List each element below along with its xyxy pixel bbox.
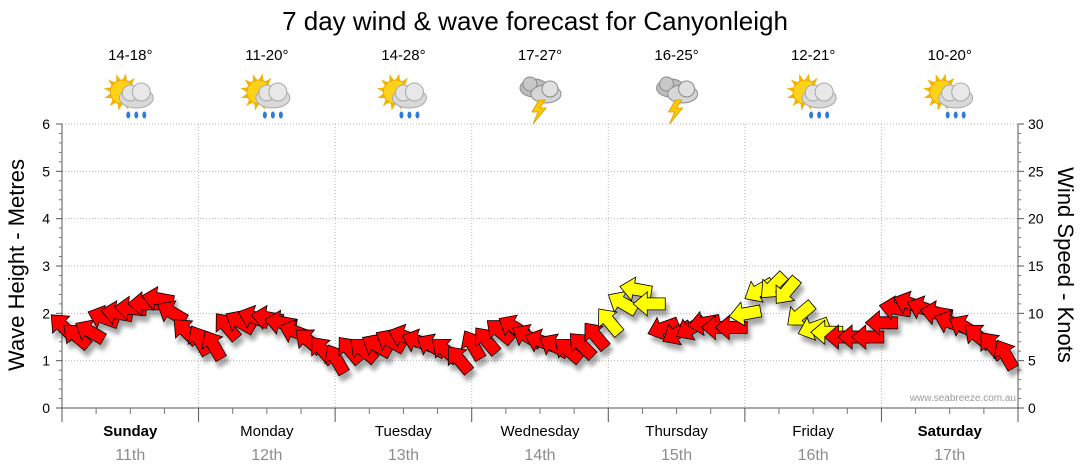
wind-arrow: [63, 324, 93, 352]
day-date-label: 16th: [798, 447, 829, 464]
day-name-label: Monday: [240, 423, 294, 440]
wind-arrow: [460, 330, 487, 363]
right-axis: 0 5 10 15 20 25 30: [1018, 116, 1044, 416]
y-axis-label-right: Wind Speed - Knots: [1053, 167, 1078, 363]
storm-cloud-icon: [519, 76, 562, 125]
left-tick-label: 3: [42, 258, 50, 274]
left-tick-label: 0: [42, 400, 50, 416]
day-date-label: 17th: [934, 447, 965, 464]
storm-cloud-icon: [656, 76, 699, 125]
sun-cloud-rain-icon: [240, 73, 291, 119]
day-date-label: 15th: [661, 447, 692, 464]
wind-arrow: [475, 327, 502, 357]
wind-arrow: [157, 300, 189, 327]
day-name-label: Saturday: [918, 423, 983, 440]
watermark: www.seabreeze.com.au: [909, 393, 1016, 404]
y-axis-label-left: Wave Height - Metres: [4, 159, 29, 371]
right-tick-label: 30: [1028, 116, 1044, 132]
left-tick-label: 6: [42, 116, 50, 132]
day-date-label: 13th: [388, 447, 419, 464]
left-axis: 0 1 2 3 4 5 6: [42, 116, 62, 416]
wind-arrow: [75, 319, 107, 346]
day-name-label: Sunday: [103, 423, 158, 440]
day-temperature: 14-18°: [108, 47, 152, 64]
day-name-label: Friday: [792, 423, 834, 440]
day-temperature: 12-21°: [791, 47, 835, 64]
day-name-label: Thursday: [645, 423, 708, 440]
wind-arrow: [584, 322, 611, 353]
day-temperature: 16-25°: [654, 47, 698, 64]
wind-arrow: [486, 320, 517, 347]
left-tick-label: 5: [42, 163, 50, 179]
wind-arrow: [647, 316, 681, 341]
wind-arrow: [569, 333, 598, 362]
right-tick-label: 15: [1028, 258, 1044, 274]
wind-arrow: [350, 339, 380, 366]
wind-arrow: [447, 346, 475, 376]
wind-arrows: [50, 270, 1020, 377]
right-tick-label: 25: [1028, 163, 1044, 179]
day-temperature: 10-20°: [928, 47, 972, 64]
day-date-label: 12th: [251, 447, 282, 464]
sun-cloud-rain-icon: [923, 73, 974, 119]
wind-arrow: [775, 274, 802, 304]
right-tick-label: 10: [1028, 305, 1044, 321]
wind-arrow: [598, 308, 625, 338]
day-name-label: Wednesday: [501, 423, 580, 440]
grid: [61, 123, 1019, 409]
day-temperature: 11-20°: [245, 47, 288, 64]
wind-arrow: [993, 339, 1020, 372]
right-tick-label: 20: [1028, 211, 1044, 227]
day-date-label: 14th: [524, 447, 555, 464]
sun-cloud-rain-icon: [103, 73, 154, 119]
wind-arrow: [787, 299, 817, 326]
day-name-label: Tuesday: [375, 423, 432, 440]
wind-arrow: [728, 301, 763, 327]
wind-arrow: [324, 344, 350, 377]
chart-title: 7 day wind & wave forecast for Canyonlei…: [282, 6, 788, 36]
x-axis: Sunday 11th Monday 12th Tuesday 13th Wednesday…: [61, 408, 1019, 464]
day-temperature: 17-27°: [518, 47, 562, 64]
right-tick-label: 5: [1028, 353, 1036, 369]
left-tick-label: 1: [42, 353, 50, 369]
left-tick-label: 4: [42, 211, 50, 227]
day-date-label: 11th: [115, 447, 145, 464]
wind-arrow: [215, 313, 243, 343]
wind-arrow: [632, 290, 666, 317]
right-tick-label: 0: [1028, 400, 1036, 416]
wind-arrow: [201, 330, 227, 363]
left-tick-label: 2: [42, 305, 50, 321]
sun-cloud-rain-icon: [786, 73, 837, 119]
day-temperature: 14-28°: [381, 47, 425, 64]
sun-cloud-rain-icon: [376, 73, 427, 119]
weather-row: 14-18° 11-20° 14-28° 17-27° 16-25° 12-21° 10-2…: [103, 47, 974, 125]
